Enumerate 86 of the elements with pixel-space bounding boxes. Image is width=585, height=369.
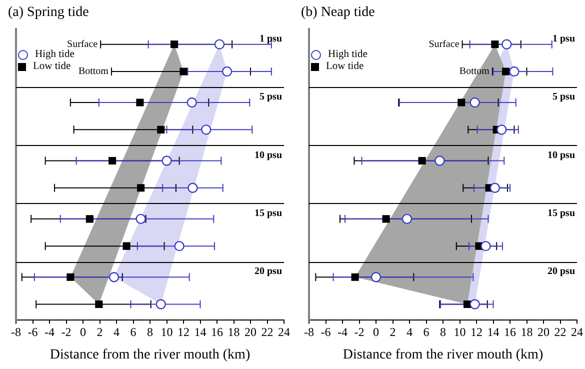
annotation: 15 psu [547, 208, 576, 219]
point [137, 184, 145, 192]
x-tick-label: 8 [147, 325, 153, 340]
x-tick-label: 16 [504, 325, 516, 340]
x-tick-label: 22 [554, 325, 566, 340]
point [491, 40, 499, 48]
point [66, 273, 74, 281]
x-tick-label: -6 [320, 325, 331, 340]
annotation: 5 psu [552, 92, 576, 103]
legend-label: High tide [328, 48, 368, 61]
x-tick-label: 2 [390, 325, 396, 340]
point [174, 240, 184, 252]
x-tick-label: 6 [423, 325, 430, 340]
x-tick-label: 2 [96, 325, 103, 340]
annotation: 1 psu [552, 33, 576, 44]
x-tick-label: -4 [44, 325, 54, 340]
point [458, 98, 466, 106]
x-tick-label: -8 [11, 325, 21, 340]
y-tick-label: Surface [428, 38, 460, 50]
legend-label: Low tide [33, 60, 71, 73]
annotation: 15 psu [254, 208, 282, 219]
x-tick-label: 0 [80, 325, 86, 340]
x-tick-label: 12 [178, 325, 190, 340]
point [418, 156, 426, 164]
x-axis-title: Distance from the river mouth (km) [342, 347, 544, 362]
point [201, 124, 212, 135]
annotation: 5 psu [259, 92, 282, 103]
point [351, 273, 359, 281]
point [402, 214, 412, 224]
point [108, 156, 116, 164]
annotation: 10 psu [547, 150, 576, 161]
y-tick-label: Bottom [459, 66, 490, 78]
point [480, 240, 491, 252]
point [490, 182, 500, 193]
point [186, 97, 197, 108]
y-tick-label: Surface [67, 38, 98, 50]
x-tick-label: -6 [28, 325, 38, 340]
legend-label: High tide [35, 48, 74, 61]
x-tick-label: 4 [114, 325, 120, 340]
x-tick-label: -2 [354, 325, 364, 340]
point [95, 300, 103, 308]
x-tick-label: 20 [538, 325, 550, 340]
annotation: 20 psu [547, 266, 576, 278]
point [464, 300, 472, 308]
legend-label: Low tide [326, 60, 364, 73]
point [188, 182, 198, 193]
x-tick-label: 10 [454, 325, 466, 340]
point [470, 299, 480, 310]
point [162, 156, 172, 166]
point [214, 39, 225, 50]
point [156, 299, 166, 310]
y-tick-label: Bottom [78, 66, 109, 78]
point [122, 242, 130, 250]
point [382, 215, 390, 223]
x-tick-label: 24 [278, 325, 290, 340]
point [86, 215, 94, 223]
point [470, 97, 480, 108]
point [170, 40, 178, 48]
x-tick-label: 14 [487, 325, 500, 340]
annotation: 10 psu [254, 150, 282, 161]
annotation: 20 psu [254, 266, 282, 278]
x-tick-label: 0 [373, 325, 379, 340]
x-tick-label: 12 [470, 325, 482, 340]
x-tick-label: 24 [571, 325, 583, 340]
chart-title: (b) Neap tide [301, 5, 375, 20]
point [136, 98, 144, 106]
x-tick-label: -8 [304, 325, 314, 340]
x-tick-label: 22 [261, 325, 274, 340]
x-tick-label: 10 [160, 325, 173, 340]
point [136, 214, 146, 224]
chart-title: (a) Spring tide [8, 5, 89, 20]
point [502, 39, 512, 50]
x-tick-label: 4 [406, 325, 412, 340]
x-tick-label: -2 [61, 325, 72, 340]
x-tick-label: 18 [228, 325, 240, 340]
x-tick-label: -4 [338, 325, 348, 340]
annotation: 1 psu [259, 33, 282, 44]
x-tick-label: 8 [440, 325, 446, 340]
x-tick-label: 18 [520, 325, 533, 340]
point [434, 156, 445, 166]
x-tick-label: 14 [194, 325, 206, 340]
x-tick-label: 16 [211, 325, 223, 340]
x-tick-label: 20 [244, 325, 256, 340]
x-tick-label: 6 [130, 325, 136, 340]
x-axis-title: Distance from the river mouth (km) [50, 347, 250, 362]
point [496, 124, 507, 135]
